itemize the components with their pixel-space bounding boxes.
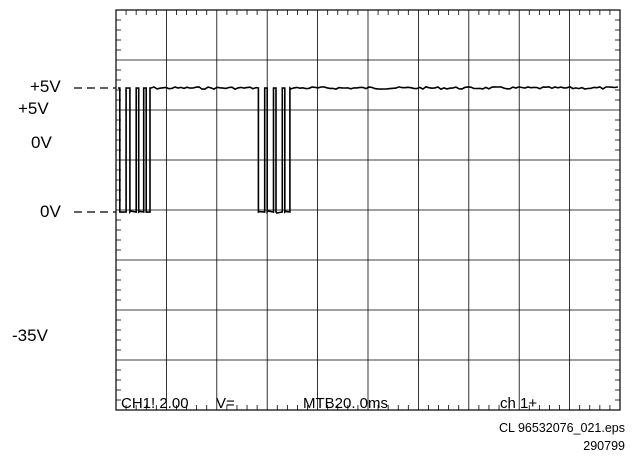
low-marker-label: 0V [40,202,61,221]
channel-setting: CH1! 2.00 [121,395,189,412]
figure-file-name: CL 96532076_021.eps [498,421,625,435]
negative-level-label: -35V [12,326,48,345]
waveform-trace [118,85,619,215]
figure-date: 290799 [583,439,625,453]
high-marker-label: +5V [30,77,61,96]
low-level-label: 0V [31,133,52,152]
high-level-label: +5V [18,99,49,118]
timebase-setting: MTB20. 0ms [303,395,389,412]
trigger-setting: ch 1+ [500,395,538,412]
coupling-setting: V= [216,395,235,412]
